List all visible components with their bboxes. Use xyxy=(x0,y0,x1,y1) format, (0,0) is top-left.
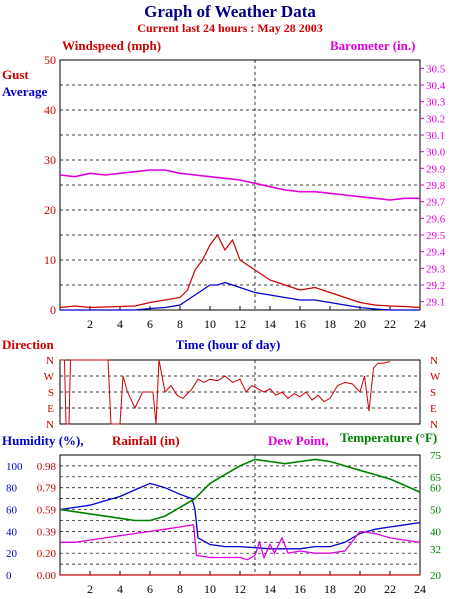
humidity-y-tick: 0 xyxy=(6,570,12,582)
humidity-line xyxy=(59,482,421,550)
humidity-x-tick: 6 xyxy=(147,582,153,596)
direction-left-tick: W xyxy=(44,371,55,383)
temp-y-tick: 60 xyxy=(430,483,442,495)
wind-x-tick: 14 xyxy=(264,317,276,331)
direction-right-tick: N xyxy=(430,355,438,367)
direction-left-tick: S xyxy=(48,387,54,399)
rain-y-tick: 0.59 xyxy=(37,505,57,517)
gust-label: Gust xyxy=(2,67,29,82)
rain-y-tick: 0.20 xyxy=(37,548,57,560)
wind-y-tick: 20 xyxy=(44,203,56,217)
wind-x-tick: 10 xyxy=(204,317,216,331)
rain-y-tick: 0.98 xyxy=(37,461,57,473)
humidity-y-tick: 20 xyxy=(6,548,18,560)
baro-y-tick: 29.3 xyxy=(426,263,446,275)
wind-x-tick: 18 xyxy=(324,317,336,331)
humidity-x-tick: 2 xyxy=(87,582,93,596)
direction-right-tick: W xyxy=(430,371,441,383)
wind-y-tick: 0 xyxy=(50,303,56,317)
humidity-y-tick: 40 xyxy=(6,526,18,538)
gust-line xyxy=(59,233,421,309)
direction-right-tick: N xyxy=(430,419,438,431)
humidity-y-tick: 80 xyxy=(6,483,18,495)
baro-y-tick: 29.6 xyxy=(426,213,446,225)
wind-x-tick: 20 xyxy=(354,317,366,331)
baro-y-tick: 29.4 xyxy=(426,247,446,259)
wind-x-tick: 2 xyxy=(87,317,93,331)
average-label: Average xyxy=(2,84,47,99)
rain-y-tick: 0.79 xyxy=(37,483,57,495)
rain-y-tick: 0.39 xyxy=(37,526,57,538)
wind-x-tick: 22 xyxy=(384,317,396,331)
wind-x-tick: 24 xyxy=(414,317,426,331)
rainfall-label: Rainfall (in) xyxy=(112,433,180,448)
wind-x-tick: 8 xyxy=(177,317,183,331)
baro-y-tick: 30.0 xyxy=(426,147,446,159)
rain-y-tick: 0.00 xyxy=(37,570,57,582)
temperature-line xyxy=(59,458,421,522)
direction-left-tick: N xyxy=(46,419,54,431)
humidity-y-tick: 60 xyxy=(6,505,18,517)
wind-y-tick: 30 xyxy=(44,153,56,167)
dewpoint-line xyxy=(60,524,421,561)
temp-y-tick: 40 xyxy=(430,526,442,538)
humidity-label: Humidity (%), xyxy=(2,433,84,448)
direction-line xyxy=(60,359,391,425)
wind-x-tick: 12 xyxy=(234,317,246,331)
baro-y-tick: 29.2 xyxy=(426,280,445,292)
page-title: Graph of Weather Data xyxy=(144,2,316,21)
direction-right-tick: S xyxy=(430,387,436,399)
wind-x-tick: 4 xyxy=(117,317,123,331)
barometer-label: Barometer (in.) xyxy=(330,38,415,53)
humidity-x-tick: 16 xyxy=(294,582,306,596)
wind-y-tick: 40 xyxy=(44,103,56,117)
baro-y-tick: 30.2 xyxy=(426,113,445,125)
average-line xyxy=(60,281,420,311)
humidity-y-tick: 100 xyxy=(6,461,23,473)
humidity-x-tick: 22 xyxy=(384,582,396,596)
temp-y-tick: 32 xyxy=(430,544,441,556)
direction-right-tick: E xyxy=(430,403,437,415)
humidity-x-tick: 4 xyxy=(117,582,123,596)
humidity-x-tick: 10 xyxy=(204,582,216,596)
baro-y-tick: 30.1 xyxy=(426,130,445,142)
baro-y-tick: 29.7 xyxy=(426,197,446,209)
humidity-x-tick: 14 xyxy=(264,582,276,596)
humidity-x-tick: 24 xyxy=(414,582,426,596)
direction-left-tick: N xyxy=(46,355,54,367)
direction-label: Direction xyxy=(2,337,55,352)
direction-left-tick: E xyxy=(47,403,54,415)
page-subtitle: Current last 24 hours : May 28 2003 xyxy=(137,21,322,35)
time-axis-label: Time (hour of day) xyxy=(176,337,281,352)
wind-y-tick: 50 xyxy=(44,53,56,67)
humidity-x-tick: 8 xyxy=(177,582,183,596)
humidity-x-tick: 12 xyxy=(234,582,246,596)
dewpoint-label: Dew Point, xyxy=(268,433,329,448)
baro-y-tick: 29.5 xyxy=(426,230,446,242)
baro-y-tick: 30.5 xyxy=(426,63,446,75)
temperature-label: Temperature (°F) xyxy=(340,430,437,445)
humidity-x-tick: 18 xyxy=(324,582,336,596)
barometer-line xyxy=(59,169,420,201)
wind-x-tick: 16 xyxy=(294,317,306,331)
wind-x-tick: 6 xyxy=(147,317,153,331)
temp-y-tick: 65 xyxy=(430,472,442,484)
temp-y-tick: 50 xyxy=(430,505,442,517)
windspeed-label: Windspeed (mph) xyxy=(62,38,161,53)
humidity-x-tick: 20 xyxy=(354,582,366,596)
baro-y-tick: 29.1 xyxy=(426,297,445,309)
baro-y-tick: 29.8 xyxy=(426,180,446,192)
baro-y-tick: 29.9 xyxy=(426,163,446,175)
wind-y-tick: 10 xyxy=(44,253,56,267)
baro-y-tick: 30.4 xyxy=(426,80,446,92)
direction-plot-frame xyxy=(59,359,421,425)
temp-y-tick: 20 xyxy=(430,570,442,582)
temp-y-tick: 75 xyxy=(430,450,442,462)
baro-y-tick: 30.3 xyxy=(426,97,446,109)
